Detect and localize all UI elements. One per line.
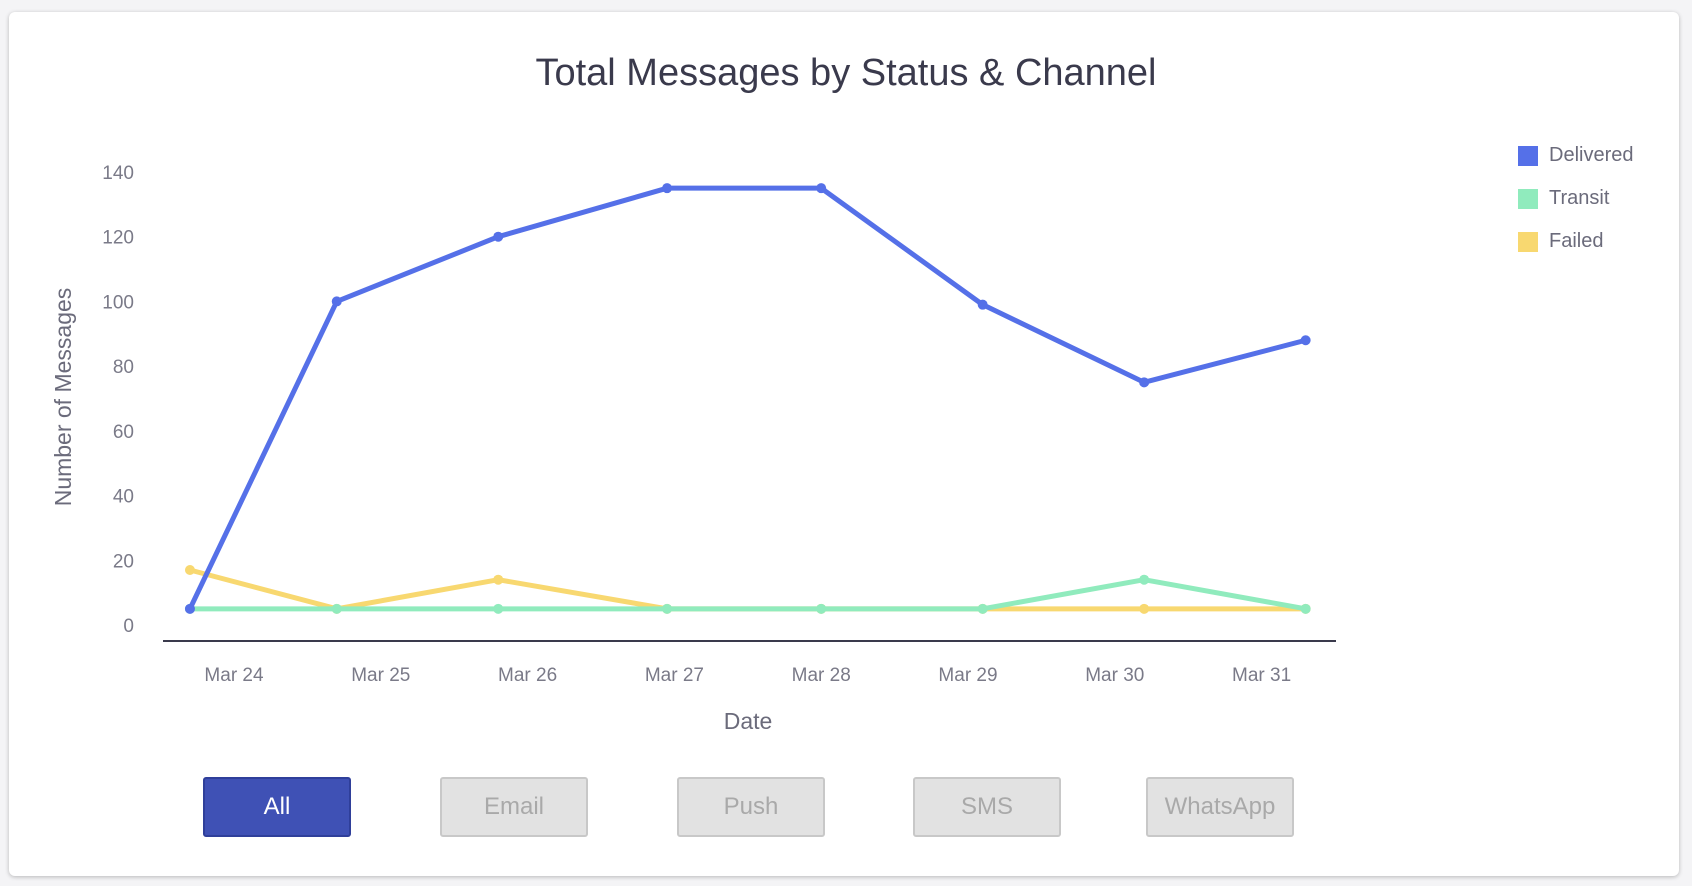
- data-point-failed: [1139, 603, 1150, 614]
- data-point-delivered: [977, 299, 988, 310]
- data-point-delivered: [1300, 335, 1311, 346]
- data-point-transit: [977, 603, 988, 614]
- x-tick-label: Mar 31: [1232, 665, 1291, 686]
- data-point-transit: [331, 603, 342, 614]
- data-point-transit: [493, 603, 504, 614]
- data-point-failed: [184, 564, 195, 575]
- legend-label: Transit: [1549, 187, 1610, 209]
- data-point-failed: [493, 574, 504, 585]
- x-tick-label: Mar 26: [498, 665, 557, 686]
- legend-swatch: [1518, 231, 1538, 252]
- filter-button-sms[interactable]: SMS: [913, 777, 1061, 837]
- x-tick-label: Mar 25: [351, 665, 410, 686]
- y-tick-label: 120: [102, 228, 134, 249]
- x-axis-label: Date: [724, 708, 773, 734]
- series-line-transit: [189, 577, 1307, 612]
- filter-button-push[interactable]: Push: [677, 777, 825, 837]
- data-point-transit: [662, 603, 673, 614]
- data-point-delivered: [1139, 377, 1150, 388]
- data-point-delivered: [331, 296, 342, 307]
- x-tick-label: Mar 27: [645, 665, 704, 686]
- legend-label: Delivered: [1549, 144, 1634, 166]
- y-tick-label: 100: [102, 292, 134, 313]
- chart-title: Total Messages by Status & Channel: [535, 52, 1157, 94]
- series-line-failed: [189, 567, 1306, 612]
- data-point-transit: [1139, 574, 1150, 585]
- x-tick-label: Mar 29: [938, 665, 997, 686]
- data-point-delivered: [816, 183, 827, 194]
- y-axis-label: Number of Messages: [50, 288, 76, 507]
- legend-item-failed[interactable]: Failed: [1518, 230, 1603, 253]
- data-point-transit: [816, 603, 827, 614]
- filter-button-whatsapp[interactable]: WhatsApp: [1146, 777, 1294, 837]
- x-tick-label: Mar 28: [792, 665, 851, 686]
- data-point-transit: [1300, 603, 1311, 614]
- y-tick-label: 0: [123, 616, 134, 637]
- y-tick-label: 40: [113, 487, 134, 508]
- legend-swatch: [1518, 145, 1538, 166]
- data-point-delivered: [662, 183, 673, 194]
- chart-card: [9, 12, 1679, 876]
- filter-button-email[interactable]: Email: [440, 777, 588, 837]
- data-point-delivered: [493, 231, 504, 242]
- legend-swatch: [1518, 188, 1538, 209]
- x-tick-label: Mar 24: [204, 665, 264, 686]
- legend-item-delivered[interactable]: Delivered: [1518, 144, 1633, 167]
- y-tick-label: 140: [102, 163, 134, 184]
- filter-button-all[interactable]: All: [203, 777, 351, 837]
- series-line-delivered: [187, 185, 1307, 610]
- legend-item-transit[interactable]: Transit: [1518, 187, 1609, 210]
- y-tick-label: 80: [113, 357, 134, 378]
- x-tick-label: Mar 30: [1085, 665, 1144, 686]
- y-tick-label: 60: [113, 422, 134, 443]
- data-point-delivered: [184, 603, 195, 614]
- legend-label: Failed: [1549, 230, 1604, 252]
- y-tick-label: 20: [113, 551, 134, 572]
